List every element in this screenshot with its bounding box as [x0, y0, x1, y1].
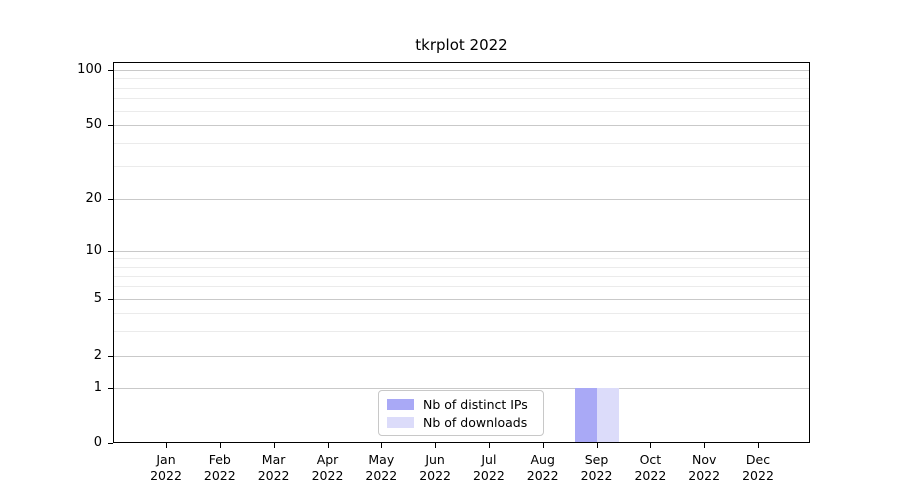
y-major-gridline — [114, 251, 809, 252]
y-minor-gridline — [114, 98, 809, 100]
bar-distinct-ips — [574, 388, 597, 443]
legend-swatch-distinct-ips — [387, 398, 414, 410]
x-tick-label: Jun 2022 — [419, 452, 451, 483]
y-minor-gridline — [114, 87, 809, 89]
x-tick-mark — [650, 443, 652, 448]
x-tick-label: Jul 2022 — [472, 452, 505, 483]
y-minor-gridline — [114, 330, 809, 332]
legend-entry-downloads: Nb of downloads — [387, 415, 543, 430]
x-tick-mark — [381, 443, 383, 448]
y-minor-gridline — [114, 166, 809, 168]
x-tick-label: May 2022 — [365, 452, 398, 483]
x-tick-mark — [327, 443, 329, 448]
x-tick-label: Jan 2022 — [150, 452, 182, 483]
y-tick-label: 0 — [93, 435, 102, 450]
legend-swatch-downloads — [387, 416, 414, 428]
x-tick-label: Nov 2022 — [688, 452, 721, 483]
y-tick-label: 5 — [93, 291, 102, 306]
legend-entry-distinct-ips: Nb of distinct IPs — [387, 397, 543, 412]
x-tick-mark — [488, 443, 490, 448]
x-tick-mark — [704, 443, 706, 448]
x-tick-label: Sep 2022 — [580, 452, 613, 483]
x-tick-mark — [435, 443, 437, 448]
y-tick-mark — [108, 443, 113, 444]
legend-label-distinct-ips: Nb of distinct IPs — [423, 396, 528, 412]
y-major-gridline — [114, 199, 809, 200]
y-minor-gridline — [114, 266, 809, 268]
x-tick-label: Mar 2022 — [257, 452, 290, 483]
x-tick-label: Aug 2022 — [526, 452, 559, 483]
y-tick-mark — [108, 356, 113, 357]
y-minor-gridline — [114, 143, 809, 144]
chart-title: tkrplot 2022 — [415, 36, 508, 54]
x-tick-mark — [542, 443, 544, 448]
y-tick-mark — [108, 388, 113, 389]
x-tick-mark — [596, 443, 598, 448]
y-tick-mark — [108, 299, 113, 300]
y-major-gridline — [114, 356, 809, 357]
y-tick-mark — [108, 251, 113, 252]
y-minor-gridline — [114, 110, 809, 112]
plot-frame — [113, 62, 810, 443]
x-tick-mark — [758, 443, 759, 448]
legend-label-downloads: Nb of downloads — [423, 414, 528, 430]
x-tick-label: Feb 2022 — [203, 452, 236, 483]
y-tick-label: 50 — [85, 117, 102, 132]
x-tick-mark — [273, 443, 275, 448]
y-tick-label: 20 — [85, 191, 102, 206]
y-minor-gridline — [114, 78, 809, 80]
y-major-gridline — [114, 388, 809, 389]
y-tick-label: 1 — [93, 380, 102, 395]
x-tick-mark — [166, 443, 167, 448]
y-minor-gridline — [114, 312, 809, 314]
x-tick-label: Apr 2022 — [311, 452, 344, 483]
y-tick-mark — [108, 199, 113, 200]
y-tick-mark — [108, 125, 113, 126]
bar-downloads — [596, 388, 619, 443]
y-tick-mark — [108, 70, 113, 71]
y-tick-label: 2 — [93, 348, 102, 363]
x-tick-mark — [219, 443, 221, 448]
y-minor-gridline — [114, 258, 809, 260]
y-tick-label: 10 — [85, 243, 102, 258]
x-tick-label: Dec 2022 — [742, 452, 774, 483]
y-tick-label: 100 — [77, 62, 102, 77]
y-minor-gridline — [114, 275, 809, 277]
y-major-gridline — [114, 70, 809, 71]
y-major-gridline — [114, 125, 809, 126]
y-minor-gridline — [114, 286, 809, 288]
y-major-gridline — [114, 299, 809, 300]
x-tick-label: Oct 2022 — [634, 452, 667, 483]
legend: Nb of distinct IPs Nb of downloads — [378, 390, 544, 436]
